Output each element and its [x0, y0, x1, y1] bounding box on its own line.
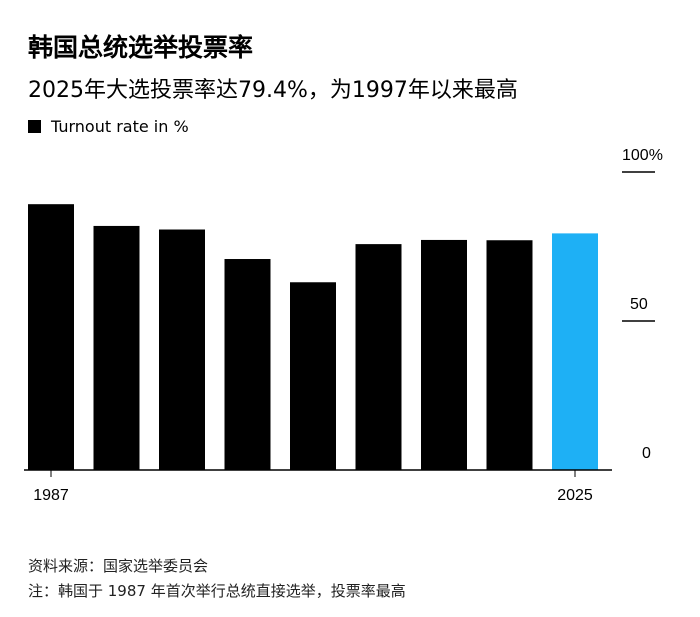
bar-1997 [159, 229, 205, 470]
x-tick-label: 1987 [33, 487, 69, 504]
chart-title: 韩国总统选举投票率 [28, 33, 254, 62]
bar-2025 [552, 233, 598, 470]
source-text: 资料来源：国家选举委员会 [28, 557, 209, 575]
y-tick-label: 50 [630, 296, 648, 313]
y-tick-label: 100% [622, 147, 663, 164]
bar-2007 [290, 282, 336, 470]
bar-2017 [421, 239, 467, 470]
bar-1992 [93, 225, 140, 470]
bar-2002 [224, 259, 271, 470]
legend-label: Turnout rate in % [51, 117, 189, 136]
y-tick-label: 0 [642, 445, 651, 462]
legend-swatch [28, 120, 41, 133]
note-text: 注：韩国于 1987 年首次举行总统直接选举，投票率最高 [28, 582, 406, 600]
bar-1987 [28, 204, 74, 470]
legend: Turnout rate in % [28, 117, 189, 136]
x-tick-label: 2025 [557, 487, 593, 504]
bar-2022 [486, 240, 533, 470]
bar-2012 [355, 244, 402, 470]
chart-subtitle: 2025年大选投票率达79.4%，为1997年以来最高 [28, 78, 518, 103]
